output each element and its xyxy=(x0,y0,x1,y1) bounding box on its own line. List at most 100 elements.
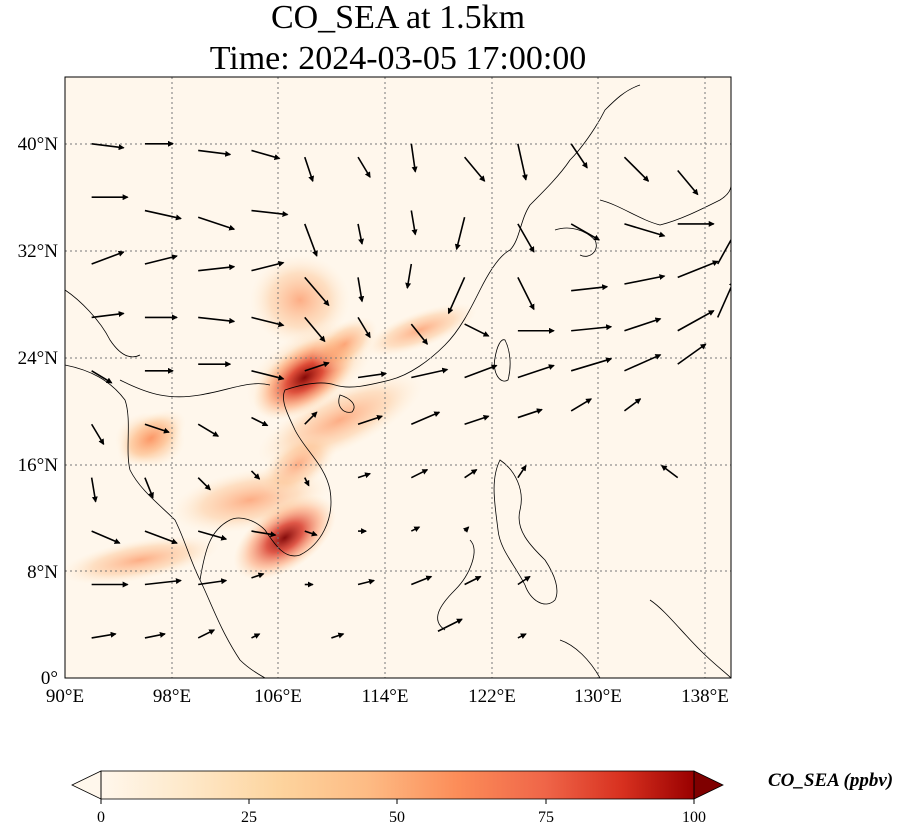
wind-arrow xyxy=(197,216,236,231)
co-hotspot xyxy=(233,495,336,581)
lon-tick-label: 130°E xyxy=(574,686,622,707)
colorbar-tick-label: 25 xyxy=(241,809,257,826)
wind-arrow xyxy=(304,156,315,183)
co-hotspot xyxy=(312,317,378,372)
wind-arrow xyxy=(464,469,478,479)
wind-arrow xyxy=(198,149,232,157)
wind-arrow xyxy=(144,530,178,545)
wind-arrow xyxy=(251,370,285,381)
wind-arrow xyxy=(304,276,330,307)
wind-arrow xyxy=(251,260,285,272)
wind-arrow xyxy=(251,316,285,328)
wind-arrow xyxy=(357,156,371,178)
wind-arrow xyxy=(357,277,365,303)
wind-arrow xyxy=(90,477,98,503)
wind-arrow xyxy=(716,238,731,265)
colorbar: 0 25 50 75 100 xyxy=(71,770,724,826)
wind-arrow xyxy=(660,465,679,479)
wind-arrow xyxy=(570,143,588,169)
colorbar-tick-label: 75 xyxy=(538,809,554,826)
wind-arrow xyxy=(357,223,365,245)
wind-arrow xyxy=(91,631,117,639)
wind-arrow xyxy=(410,210,418,236)
colorbar-tick-label: 100 xyxy=(682,809,706,826)
colorbar-max-extend xyxy=(693,770,724,800)
wind-arrow xyxy=(410,143,418,173)
wind-arrow xyxy=(624,223,666,238)
wind-arrow xyxy=(331,632,345,639)
wind-arrow xyxy=(197,629,216,639)
wind-arrow xyxy=(144,423,170,434)
lon-tick-labels: 90°E 98°E 106°E 114°E 122°E 130°E 138°E xyxy=(46,686,729,707)
wind-arrow xyxy=(198,578,228,586)
wind-arrow xyxy=(251,209,289,217)
wind-arrow xyxy=(677,169,699,196)
wind-vectors xyxy=(90,140,731,639)
map-plot-area xyxy=(65,77,731,678)
coastlines xyxy=(65,84,731,678)
wind-arrow xyxy=(197,477,211,491)
co-hotspot xyxy=(259,432,337,497)
title-line-2: Time: 2024-03-05 17:00:00 xyxy=(209,40,587,77)
wind-arrow xyxy=(91,370,113,384)
lat-tick-label: 8°N xyxy=(27,562,58,583)
wind-arrow xyxy=(677,310,715,332)
wind-arrow xyxy=(198,264,236,272)
colorbar-tick-label: 50 xyxy=(389,809,405,826)
co-concentration-field xyxy=(65,255,477,585)
lon-tick-label: 106°E xyxy=(254,686,302,707)
wind-arrow xyxy=(570,398,593,412)
wind-arrow xyxy=(411,367,449,379)
wind-arrow xyxy=(464,323,490,337)
wind-arrow xyxy=(517,364,555,379)
wind-arrow xyxy=(411,411,441,425)
wind-arrow xyxy=(357,414,383,426)
wind-arrow xyxy=(357,578,376,586)
wind-arrow xyxy=(357,371,388,379)
wind-arrow xyxy=(304,411,318,425)
wind-arrow xyxy=(517,464,527,479)
title-line-1: CO_SEA at 1.5km xyxy=(270,0,526,36)
wind-arrow xyxy=(623,398,642,412)
wind-arrow xyxy=(571,324,613,332)
wind-arrow xyxy=(410,323,428,345)
wind-arrow xyxy=(464,364,498,379)
wind-arrow xyxy=(197,530,228,541)
wind-arrow xyxy=(571,284,609,292)
colorbar-min-extend xyxy=(71,770,102,800)
wind-arrow xyxy=(624,274,666,285)
wind-arrow xyxy=(304,316,326,343)
wind-arrow xyxy=(517,408,543,419)
wind-arrow xyxy=(91,530,121,544)
wind-arrow xyxy=(303,477,310,487)
co-hotspot xyxy=(117,409,186,466)
wind-arrow xyxy=(517,575,531,586)
wind-arrow xyxy=(624,317,662,332)
wind-arrow xyxy=(517,276,535,311)
map-frame xyxy=(64,76,732,679)
wind-arrow xyxy=(198,316,236,324)
colorbar-label: CO_SEA (ppbv) xyxy=(768,770,894,791)
wind-arrow xyxy=(447,277,466,315)
wind-arrow xyxy=(304,530,318,537)
wind-arrow xyxy=(410,526,421,533)
wind-arrow xyxy=(144,631,166,639)
wind-arrow xyxy=(677,260,719,279)
wind-arrow xyxy=(251,416,269,427)
lat-tick-label: 24°N xyxy=(18,348,59,369)
wind-arrow xyxy=(463,156,486,182)
wind-arrow xyxy=(91,142,125,151)
wind-arrow xyxy=(716,280,731,318)
wind-arrow xyxy=(91,250,125,265)
colorbar-tick-label: 0 xyxy=(97,809,105,826)
wind-arrow xyxy=(570,223,601,241)
wind-arrow xyxy=(251,530,277,538)
wind-arrow xyxy=(250,470,261,480)
wind-arrow xyxy=(197,423,220,437)
wind-arrow xyxy=(517,223,535,253)
lat-tick-label: 40°N xyxy=(18,134,59,155)
wind-arrow xyxy=(144,209,182,221)
wind-arrow xyxy=(357,472,371,479)
wind-arrow xyxy=(677,343,707,365)
